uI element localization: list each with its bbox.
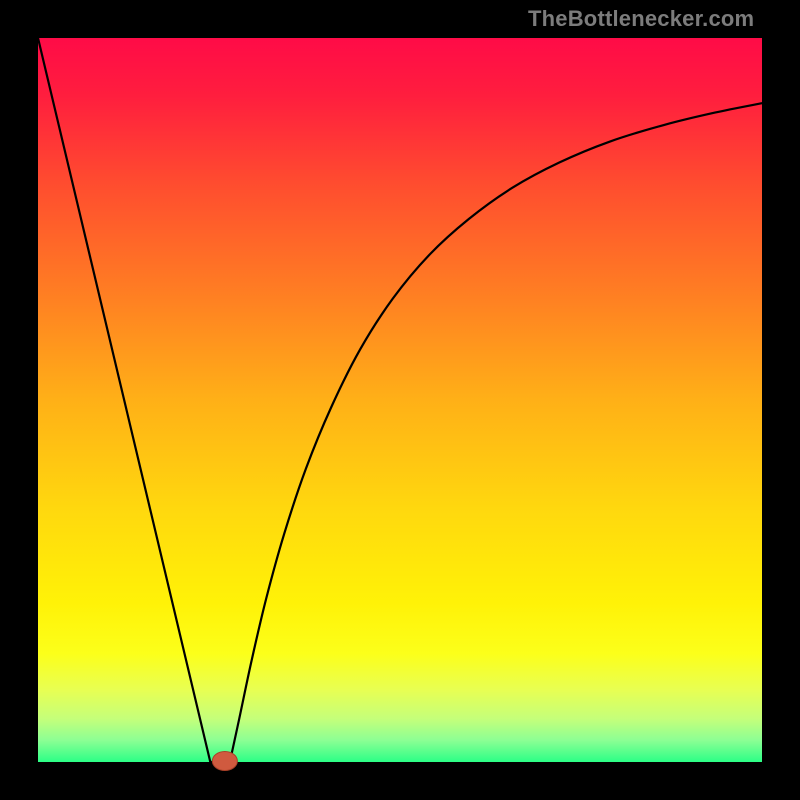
bottleneck-curve	[0, 0, 800, 800]
curve-path	[38, 38, 762, 762]
